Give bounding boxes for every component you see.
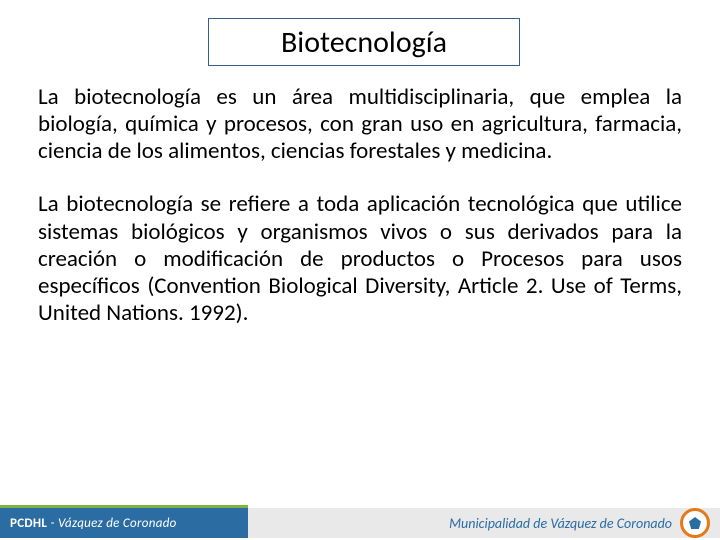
footer-left-rest: Vázquez de Coronado [58, 516, 177, 531]
slide: Biotecnología La biotecnología es un áre… [0, 0, 720, 540]
footer-left: PCDHL - Vázquez de Coronado [0, 508, 248, 538]
footer-left-acronym: PCDHL [10, 516, 47, 531]
paragraph-1: La biotecnología es un área multidiscipl… [38, 84, 682, 165]
body-text-area: La biotecnología es un área multidiscipl… [38, 84, 682, 353]
municipality-logo-icon [680, 508, 710, 538]
footer-left-sep: - [47, 516, 58, 531]
footer-left-text: PCDHL - Vázquez de Coronado [10, 516, 177, 531]
slide-title: Biotecnología [281, 24, 447, 61]
footer-right-text: Municipalidad de Vázquez de Coronado [449, 515, 672, 532]
paragraph-2: La biotecnología se refiere a toda aplic… [38, 191, 682, 327]
footer-bar: PCDHL - Vázquez de Coronado Municipalida… [0, 502, 720, 538]
footer-right: Municipalidad de Vázquez de Coronado [248, 508, 720, 538]
title-box: Biotecnología [208, 18, 520, 66]
